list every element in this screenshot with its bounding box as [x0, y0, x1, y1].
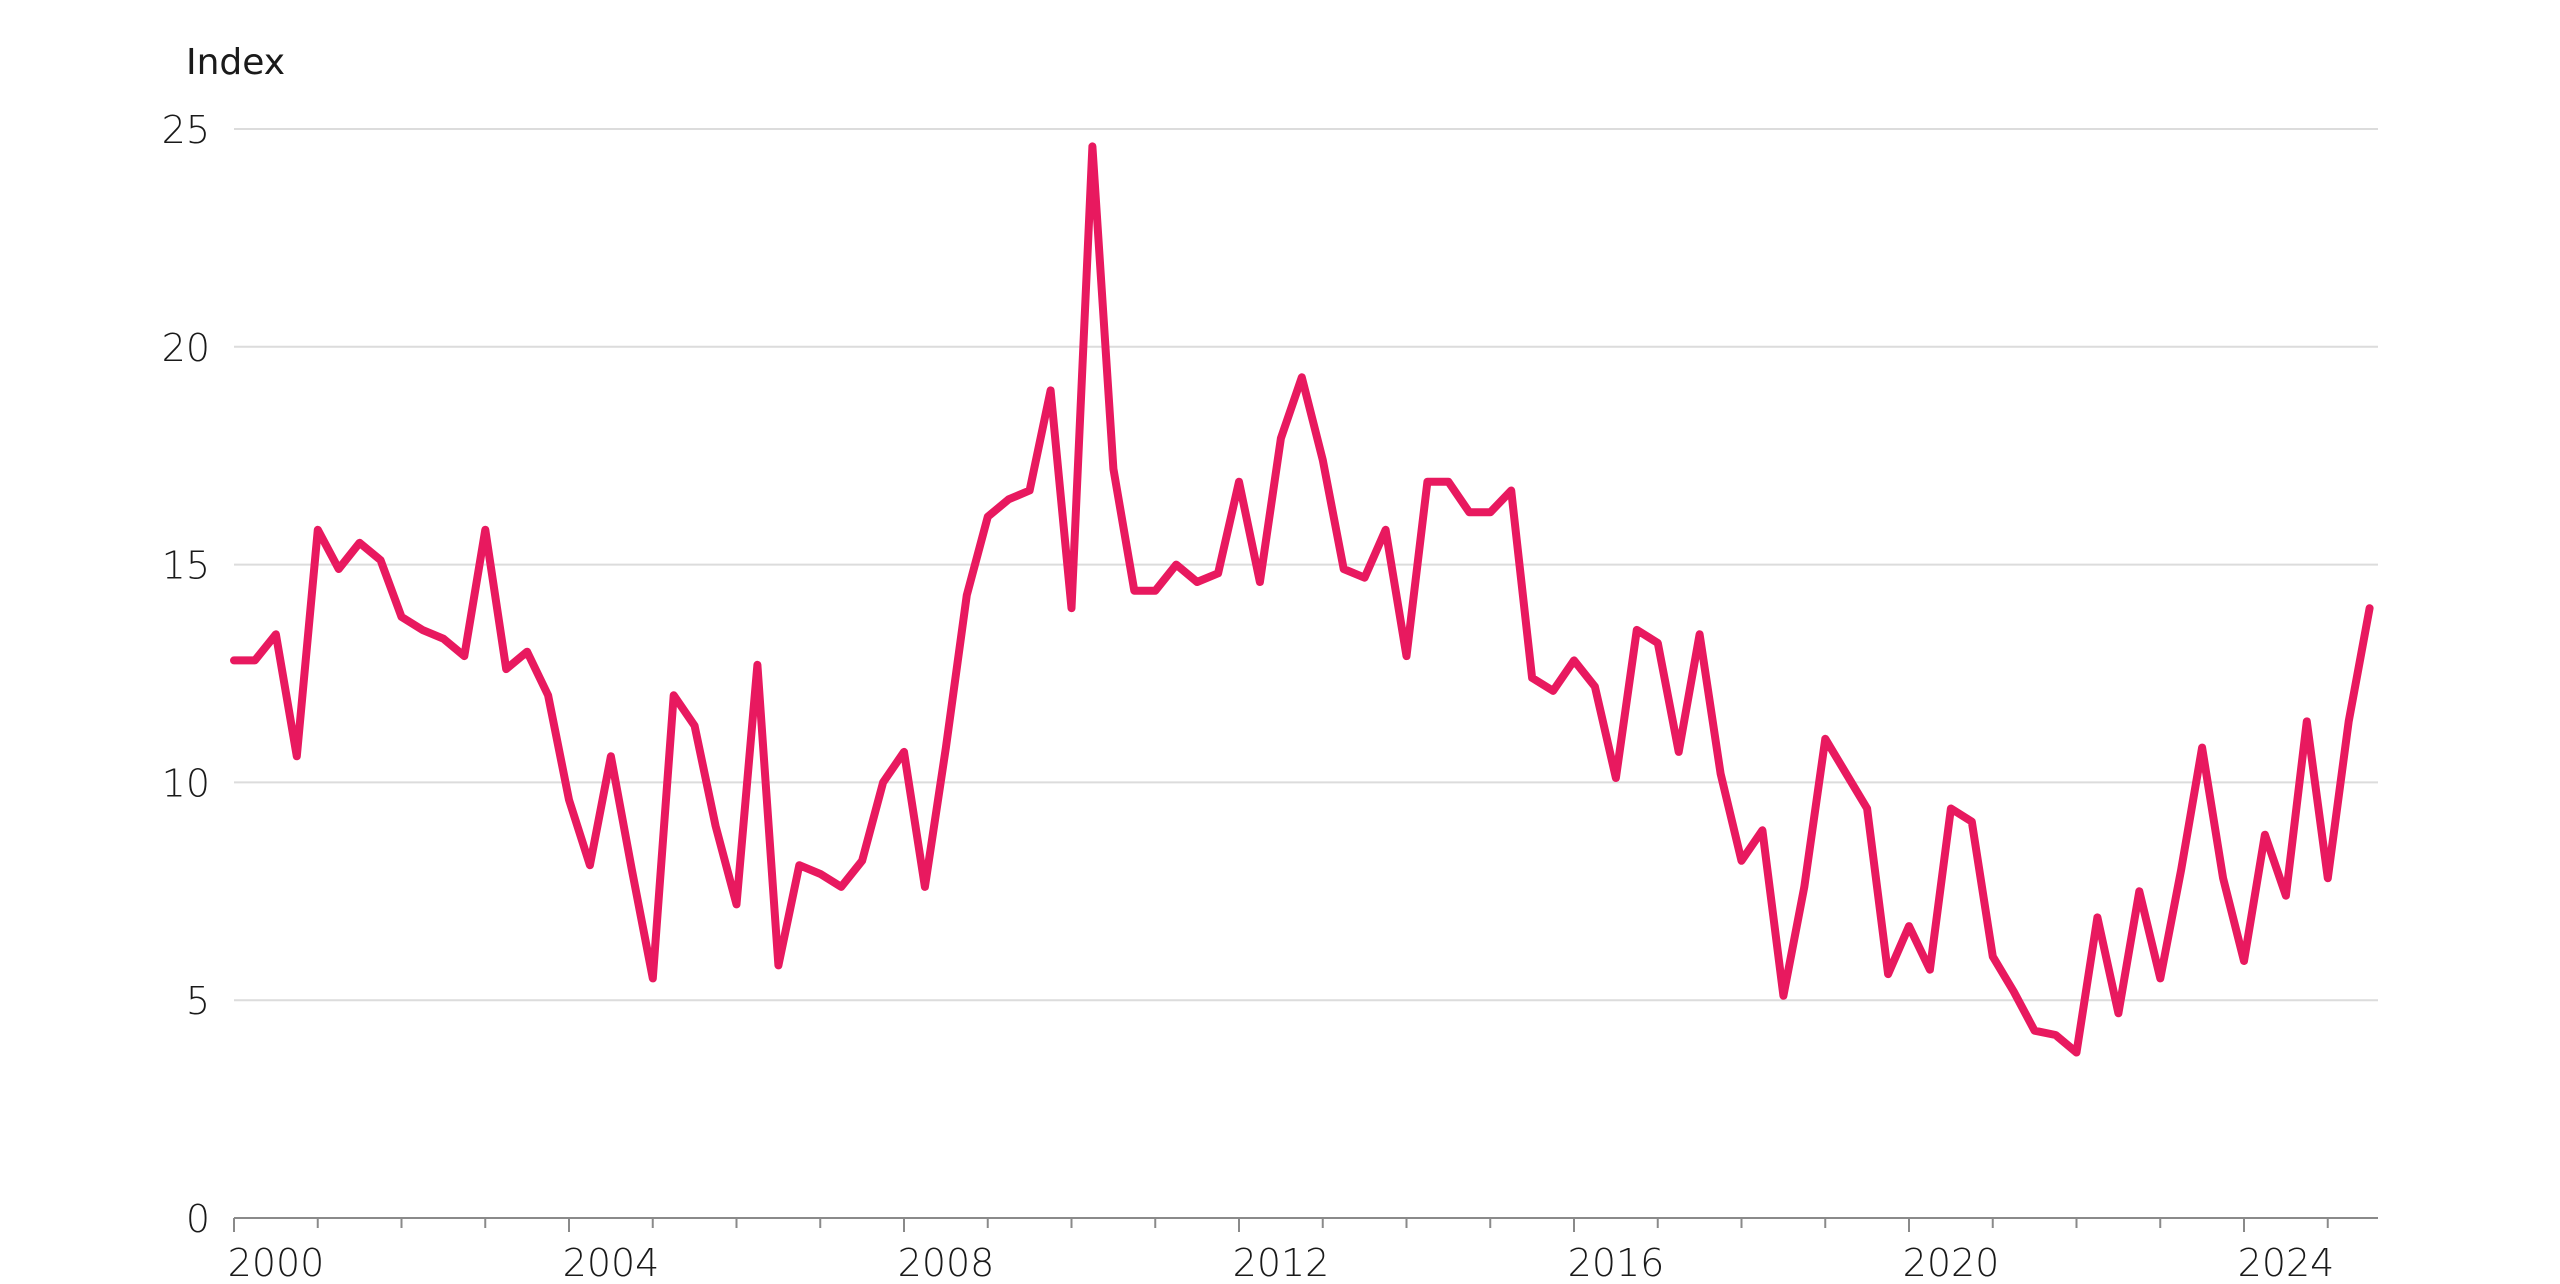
tick-labels: 0 5 10 15 20 25 2000 2004 2008 2012 2016 2020 2024: [162, 108, 2335, 1284]
gridlines: [234, 128, 2378, 1002]
y-tick-label: 25: [162, 108, 210, 152]
x-tick-label: 2024: [2238, 1241, 2335, 1280]
y-tick-label: 15: [162, 544, 210, 588]
x-tick-label: 2000: [228, 1241, 325, 1280]
x-tick-label: 2004: [563, 1241, 660, 1280]
y-tick-label: 0: [186, 1197, 210, 1241]
x-axis: [233, 1217, 2378, 1232]
y-tick-label: 10: [162, 761, 210, 805]
y-tick-label: 20: [162, 326, 210, 370]
series-line: [230, 142, 2374, 1057]
series-layer: [230, 142, 2374, 1057]
x-tick-label: 2012: [1233, 1241, 1330, 1280]
x-tick-label: 2016: [1568, 1241, 1665, 1280]
y-tick-label: 5: [186, 979, 210, 1023]
x-tick-label: 2008: [898, 1241, 995, 1280]
y-axis-title: Index: [186, 42, 285, 83]
x-tick-label: 2020: [1903, 1241, 2000, 1280]
